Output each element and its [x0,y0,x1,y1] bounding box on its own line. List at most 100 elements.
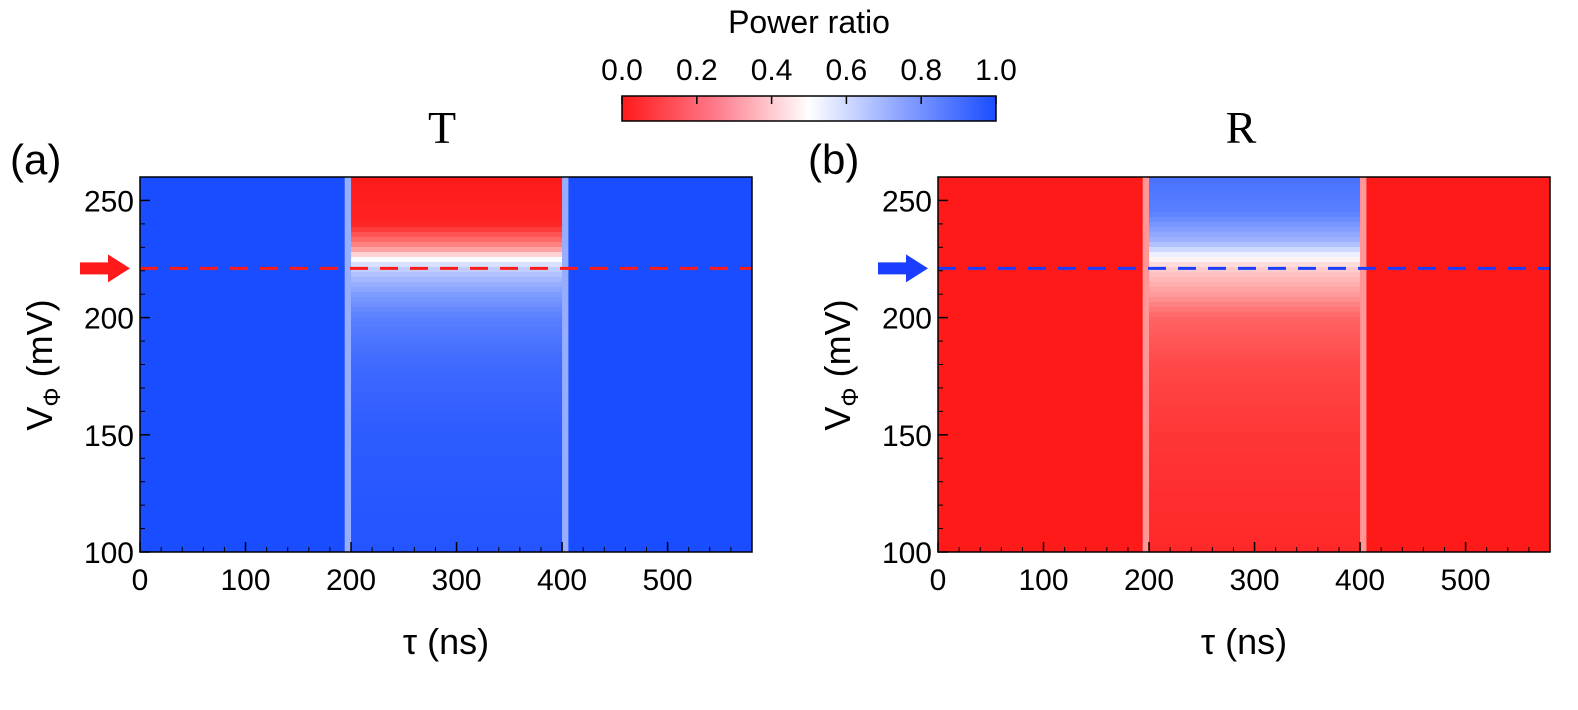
heatmap-cell [351,422,563,428]
heatmap-cell [351,352,563,358]
heatmap-cell [1149,517,1361,523]
heatmap-cell [351,292,563,298]
x-tick-label: 300 [1230,564,1280,597]
heatmap-cell [1149,407,1361,413]
heatmap-cell [351,492,563,498]
heatmap-cell [1149,507,1361,513]
heatmap-cell [1149,527,1361,533]
heatmap-cell [351,272,563,278]
x-tick-label: 0 [132,564,149,597]
heatmap-cell [1149,257,1361,263]
colorbar-tick-label: 0.8 [900,54,942,87]
x-tick-label: 100 [220,564,270,597]
heatmap-cell [351,452,563,458]
heatmap-cell [351,392,563,398]
heatmap-transition-edge [344,177,352,552]
heatmap-cell [1149,492,1361,498]
heatmap-cell [1149,472,1361,478]
heatmap-cell [1149,212,1361,218]
colorbar-tick-label: 1.0 [975,54,1017,87]
y-tick-label: 250 [882,185,932,218]
heatmap-cell [351,537,563,543]
heatmap-cell [1149,467,1361,473]
heatmap-cell [1149,307,1361,313]
x-tick-label: 500 [1441,564,1491,597]
heatmap-cell [1149,227,1361,233]
y-tick-label: 100 [84,537,134,570]
heatmap-cell [351,202,563,208]
heatmap-cell [351,182,563,188]
heatmap-cell [351,462,563,468]
heatmap-cell [351,177,563,183]
heatmap-cell [1149,187,1361,193]
x-axis-label-b: τ (ns) [1201,621,1287,662]
heatmap-cell [351,377,563,383]
heatmap-cell [351,212,563,218]
heatmap-cell [351,337,563,343]
heatmap-cell [351,397,563,403]
heatmap-cell [351,417,563,423]
heatmap-cell [1149,402,1361,408]
heatmap-cell [351,412,563,418]
heatmap-cell [1149,337,1361,343]
x-tick-label: 200 [1124,564,1174,597]
colorbar-tick-label: 0.4 [751,54,793,87]
heatmap-cell [351,187,563,193]
heatmap-cell [351,437,563,443]
marker-line-a [80,254,752,283]
x-tick-label: 200 [326,564,376,597]
heatmap-cell [1149,442,1361,448]
heatmap-cell [351,247,563,253]
heatmap-cell [351,252,563,258]
heatmap-cell [351,207,563,213]
panel-title-b: R [1226,102,1257,153]
colorbar-tick-label: 0.2 [676,54,718,87]
heatmap-cell [351,282,563,288]
heatmap-cell [351,402,563,408]
heatmap-cell [351,237,563,243]
heatmap-cell [351,472,563,478]
heatmap-cell [1149,322,1361,328]
heatmap-cell [1149,277,1361,283]
heatmap-cell [1149,222,1361,228]
heatmap-cell [1149,437,1361,443]
heatmap-cell [351,217,563,223]
heatmap-cell [351,427,563,433]
heatmap-cell [1149,512,1361,518]
heatmap-cell [351,227,563,233]
x-tick-label: 400 [537,564,587,597]
heatmap-cell [351,487,563,493]
colorbar-title: Power ratio [728,4,890,40]
heatmap-cell [1149,332,1361,338]
heatmap-cell [1149,377,1361,383]
heatmap-cell [351,332,563,338]
heatmap-cell [351,512,563,518]
heatmap-a [140,177,752,553]
y-tick-label: 200 [882,303,932,336]
heatmap-transition-edge [562,177,569,552]
heatmap-cell [351,442,563,448]
y-tick-label: 150 [882,420,932,453]
heatmap-cell [1149,312,1361,318]
heatmap-cell [351,517,563,523]
heatmap-cell [1149,382,1361,388]
marker-arrow-icon [80,254,130,283]
heatmap-cell [1149,397,1361,403]
heatmap-cell [1149,417,1361,423]
heatmap-cell [1149,477,1361,483]
x-tick-label: 300 [432,564,482,597]
heatmap-cell [351,477,563,483]
heatmap-cell [1149,282,1361,288]
x-tick-label: 500 [643,564,693,597]
colorbar-gradient [621,95,997,122]
heatmap-cell [351,347,563,353]
y-axis-label-b: VΦ (mV) [817,299,864,430]
panel-title-a: T [428,102,456,153]
heatmap-cell [351,432,563,438]
heatmap-cell [1149,412,1361,418]
heatmap-cell [1149,502,1361,508]
heatmap-cell [351,407,563,413]
heatmap-cell [351,482,563,488]
